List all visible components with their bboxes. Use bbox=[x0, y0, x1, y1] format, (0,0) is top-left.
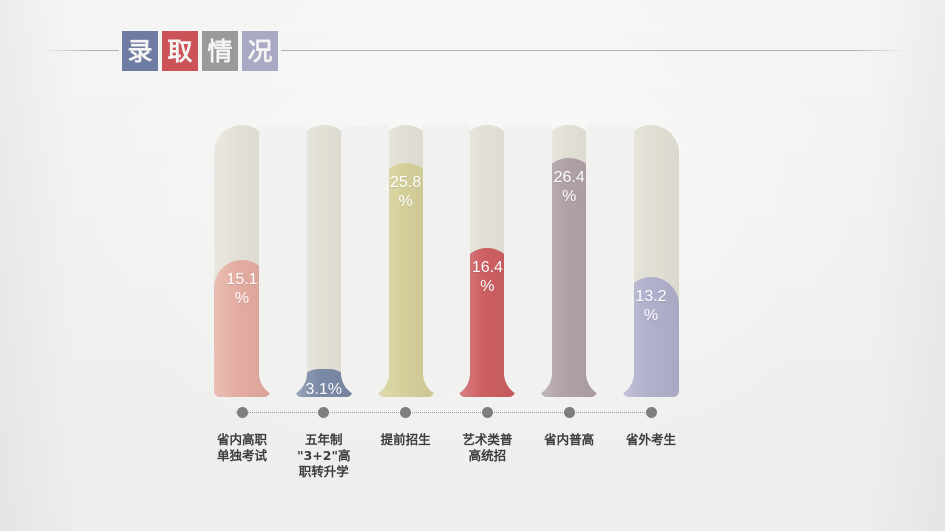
bar-value-number: 25.8 bbox=[390, 174, 422, 192]
bar-value-percent: % bbox=[234, 290, 250, 308]
bar-value-label: 25.8% bbox=[378, 173, 434, 211]
bar-value-number: 15.1 bbox=[226, 271, 258, 289]
title-tile-1: 录 bbox=[122, 31, 158, 71]
bar-value-number: 16.4 bbox=[471, 259, 503, 277]
bar-value-percent: % bbox=[480, 278, 495, 296]
axis-dot bbox=[481, 407, 493, 418]
bar-value-number: 26.4 bbox=[553, 168, 585, 186]
chart-plot-area: 15.1% 3.1% 25.8% 16.4% 26.4% 13.2% bbox=[214, 125, 679, 399]
bar-value-label: 13.2% bbox=[623, 287, 679, 325]
axis-dot bbox=[645, 407, 657, 418]
title-tile-3: 情 bbox=[202, 31, 238, 71]
category-label: 五年制 "3+2"高 职转升学 bbox=[269, 432, 379, 480]
category-label: 提前招生 bbox=[351, 432, 461, 448]
title-tile-4: 况 bbox=[242, 31, 278, 71]
category-label-line: 省内普高 bbox=[544, 432, 595, 447]
slide-header: 录 取 情 况 bbox=[0, 0, 945, 92]
category-label-line: 五年制 bbox=[305, 432, 343, 447]
chart-category-axis: 省内高职 单独考试 五年制 "3+2"高 职转升学 提前招生 艺术类普 高统招 省内普高 省外考生 bbox=[214, 407, 679, 479]
bar-value-percent: % bbox=[398, 193, 413, 211]
bar-separator bbox=[340, 125, 389, 397]
bar-separator bbox=[259, 125, 307, 397]
category-label-line: 艺术类普 bbox=[462, 432, 513, 447]
axis-dot bbox=[400, 407, 412, 418]
bar-value-percent: % bbox=[562, 187, 577, 205]
category-label: 省外考生 bbox=[596, 432, 706, 448]
category-label: 省内高职 单独考试 bbox=[187, 432, 297, 464]
bar-value-percent: % bbox=[327, 380, 343, 398]
title-tile-2: 取 bbox=[162, 31, 198, 71]
bar-value-number: 3.1 bbox=[305, 380, 328, 398]
page-title: 录 取 情 况 bbox=[120, 29, 280, 73]
category-label-line: 提前招生 bbox=[380, 432, 431, 447]
bar-separator bbox=[422, 125, 471, 397]
bar-value-label: 3.1% bbox=[296, 380, 352, 399]
category-label-line: 省外考生 bbox=[625, 432, 676, 447]
bar-value-label: 26.4% bbox=[541, 168, 597, 206]
category-label-line: 高统招 bbox=[468, 448, 507, 463]
category-label: 省内普高 bbox=[514, 432, 624, 448]
axis-dot bbox=[236, 407, 248, 418]
bar-separator bbox=[586, 125, 634, 397]
axis-dotted-line bbox=[236, 412, 657, 413]
bar-separator bbox=[504, 125, 553, 397]
category-label-line: 单独考试 bbox=[216, 448, 267, 463]
header-rule bbox=[40, 50, 905, 51]
bar-value-label: 16.4% bbox=[459, 258, 515, 296]
axis-dot bbox=[318, 407, 330, 418]
axis-dot bbox=[563, 407, 575, 418]
category-label: 艺术类普 高统招 bbox=[432, 432, 542, 464]
category-label-line: 职转升学 bbox=[298, 464, 349, 479]
category-label-line: "3+2"高 bbox=[297, 448, 351, 463]
bar-value-label: 15.1% bbox=[214, 270, 270, 308]
bar-value-percent: % bbox=[643, 307, 659, 325]
bar-value-number: 13.2 bbox=[635, 288, 667, 306]
category-label-line: 省内高职 bbox=[216, 432, 267, 447]
